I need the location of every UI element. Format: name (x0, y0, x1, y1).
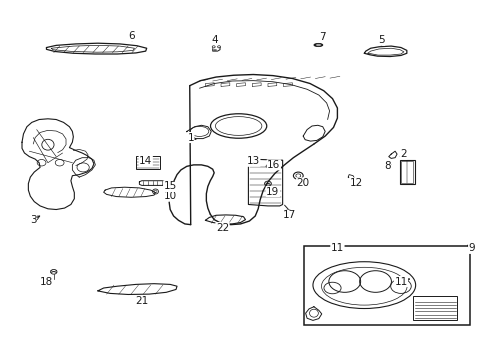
Text: 11: 11 (393, 276, 407, 287)
Text: 2: 2 (399, 149, 406, 159)
Text: 21: 21 (135, 296, 148, 306)
Text: 20: 20 (296, 178, 309, 188)
Text: 4: 4 (211, 35, 218, 45)
Text: 13: 13 (246, 156, 260, 166)
Bar (401, 161, 412, 183)
Text: 12: 12 (348, 178, 362, 188)
Text: 7: 7 (319, 32, 325, 42)
Text: 14: 14 (139, 156, 152, 166)
Bar (304, 246, 469, 325)
Bar (399, 160, 414, 184)
Text: 19: 19 (265, 186, 279, 197)
Text: 16: 16 (266, 160, 280, 170)
Text: 15: 15 (163, 181, 177, 192)
Text: 3: 3 (30, 215, 37, 225)
Bar (136, 156, 160, 169)
Text: 1: 1 (187, 132, 194, 143)
Bar (412, 296, 456, 320)
Text: 17: 17 (282, 210, 296, 220)
Text: 5: 5 (377, 35, 384, 45)
Text: 11: 11 (330, 243, 344, 253)
Text: 18: 18 (40, 276, 53, 287)
Text: 22: 22 (215, 222, 229, 233)
Text: 9: 9 (468, 243, 474, 253)
Text: 6: 6 (128, 31, 135, 41)
Text: 8: 8 (383, 161, 390, 171)
Text: 10: 10 (163, 191, 176, 201)
